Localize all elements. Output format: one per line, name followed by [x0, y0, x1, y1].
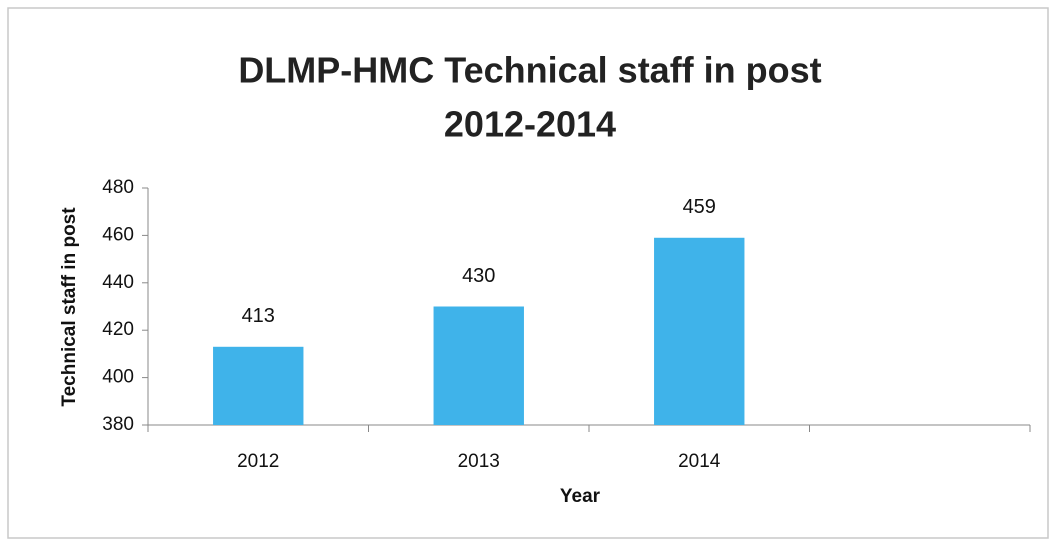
y-tick-label: 480	[102, 177, 134, 198]
x-tick-label: 2013	[458, 451, 500, 472]
x-tick-label: 2012	[237, 451, 279, 472]
bar	[433, 306, 524, 425]
y-tick-label: 460	[102, 224, 134, 245]
x-tick-label: 2014	[678, 451, 721, 472]
y-tick-label: 440	[102, 272, 134, 293]
data-label: 430	[462, 265, 495, 287]
x-axis-title: Year	[560, 486, 601, 507]
y-tick-label: 380	[102, 414, 134, 435]
y-axis-title: Technical staff in post	[59, 207, 80, 407]
bar	[213, 346, 304, 425]
data-label: 459	[683, 196, 716, 218]
bar	[654, 237, 745, 425]
data-label: 413	[242, 305, 275, 327]
chart-frame	[7, 7, 1049, 539]
chart-title: DLMP-HMC Technical staff in post	[238, 50, 821, 91]
y-tick-label: 400	[102, 367, 134, 388]
chart-title: 2012-2014	[444, 104, 616, 145]
y-tick-label: 420	[102, 319, 134, 340]
